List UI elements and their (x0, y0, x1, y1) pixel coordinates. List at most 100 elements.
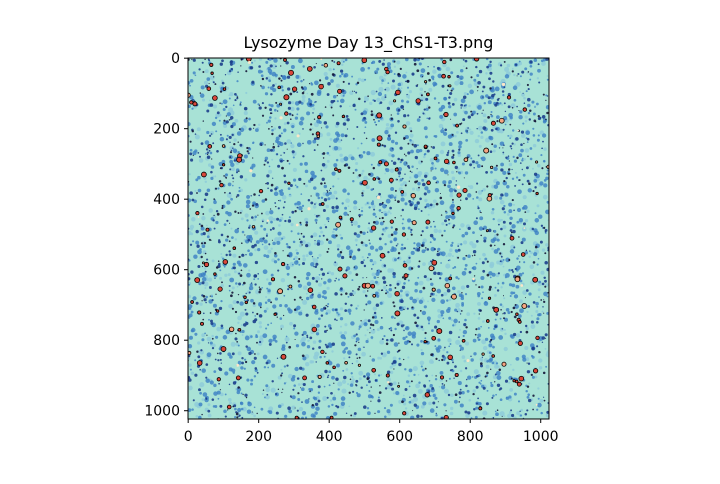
texture-mid (197, 175, 201, 180)
texture-mid (513, 392, 517, 396)
texture-dark (213, 227, 216, 230)
texture-light (194, 134, 200, 140)
texture-dark (376, 270, 379, 272)
texture-light (417, 171, 423, 176)
texture-mid (439, 371, 444, 375)
texture-dark (283, 174, 287, 178)
texture-mid (515, 176, 519, 179)
texture-mid (213, 391, 218, 396)
texture-mid (508, 202, 513, 207)
texture-deep (340, 293, 343, 296)
texture-deep (356, 357, 359, 360)
texture-light (253, 414, 256, 418)
hotspot (448, 276, 453, 281)
texture-dark (426, 149, 430, 153)
texture-deep (331, 73, 335, 76)
texture-mid (239, 101, 242, 104)
texture-mid (515, 357, 520, 361)
texture-deep (322, 152, 326, 155)
texture-deep (408, 180, 410, 182)
texture-light (465, 413, 470, 419)
texture-mid (341, 72, 344, 76)
texture-deep (339, 251, 343, 254)
texture-mid (493, 144, 497, 148)
texture-dark (248, 147, 250, 149)
texture-deep (209, 295, 211, 297)
texture-mid (210, 165, 215, 169)
texture-light (347, 205, 350, 208)
texture-dark (425, 374, 428, 378)
hotspot (270, 277, 276, 282)
texture-dark (265, 77, 269, 80)
texture-deep (401, 400, 404, 404)
texture-dark (343, 375, 347, 380)
hotspot (283, 94, 290, 101)
texture-dark (326, 396, 329, 399)
texture-deep (437, 401, 439, 403)
texture-mid (476, 292, 481, 296)
hotspot-core (266, 219, 270, 222)
texture-mid (519, 279, 523, 283)
texture-dark (360, 260, 364, 265)
texture-light (370, 89, 376, 96)
texture-deep (385, 292, 387, 295)
hotspot (216, 377, 221, 382)
texture-mid (443, 169, 449, 175)
texture-dark (332, 99, 336, 103)
texture-dark (267, 187, 269, 190)
texture-mid (529, 72, 533, 76)
texture-mid (519, 414, 523, 417)
texture-mid (301, 341, 306, 347)
texture-mid (409, 139, 412, 142)
texture-light (369, 279, 375, 286)
hotspot (213, 272, 217, 276)
texture-deep (297, 280, 301, 283)
texture-mid (483, 236, 487, 241)
texture-dark (422, 182, 426, 187)
texture-deep (308, 82, 311, 85)
texture-deep (300, 232, 303, 235)
texture-light (516, 411, 521, 416)
texture-mid (521, 159, 524, 162)
texture-light (191, 217, 196, 222)
texture-light (326, 286, 330, 290)
texture-deep (282, 388, 284, 390)
texture-deep (372, 220, 376, 224)
texture-light (448, 298, 452, 302)
texture-dark (542, 306, 544, 308)
texture-mid (451, 87, 455, 91)
hotspot (196, 360, 203, 366)
texture-mid (254, 215, 257, 219)
texture-dark (447, 259, 450, 262)
texture-mid (298, 263, 301, 266)
texture-deep (322, 157, 325, 159)
texture-mid (234, 407, 237, 411)
hotspot (431, 335, 437, 341)
texture-deep (208, 82, 210, 85)
texture-mid (311, 380, 315, 384)
texture-dark (258, 314, 263, 318)
texture-dark (334, 261, 337, 264)
texture-deep (280, 374, 283, 377)
hotspot-peak (424, 80, 428, 84)
texture-deep (318, 214, 320, 217)
texture-light (387, 292, 393, 298)
texture-dark (335, 121, 340, 126)
texture-deep (410, 130, 413, 133)
texture-light (351, 375, 354, 379)
texture-dark (492, 80, 495, 83)
texture-deep (478, 313, 480, 315)
texture-mid (402, 218, 405, 221)
texture-dark (219, 62, 223, 66)
hotspot (361, 58, 368, 64)
texture-light (510, 244, 516, 250)
texture-dark (498, 388, 501, 391)
texture-light (504, 332, 507, 336)
texture-dark (306, 336, 309, 339)
texture-deep (381, 144, 384, 147)
texture-dark (486, 65, 489, 69)
texture-dark (264, 159, 267, 162)
texture-deep (347, 166, 351, 170)
texture-deep (448, 218, 450, 221)
texture-deep (370, 386, 372, 388)
